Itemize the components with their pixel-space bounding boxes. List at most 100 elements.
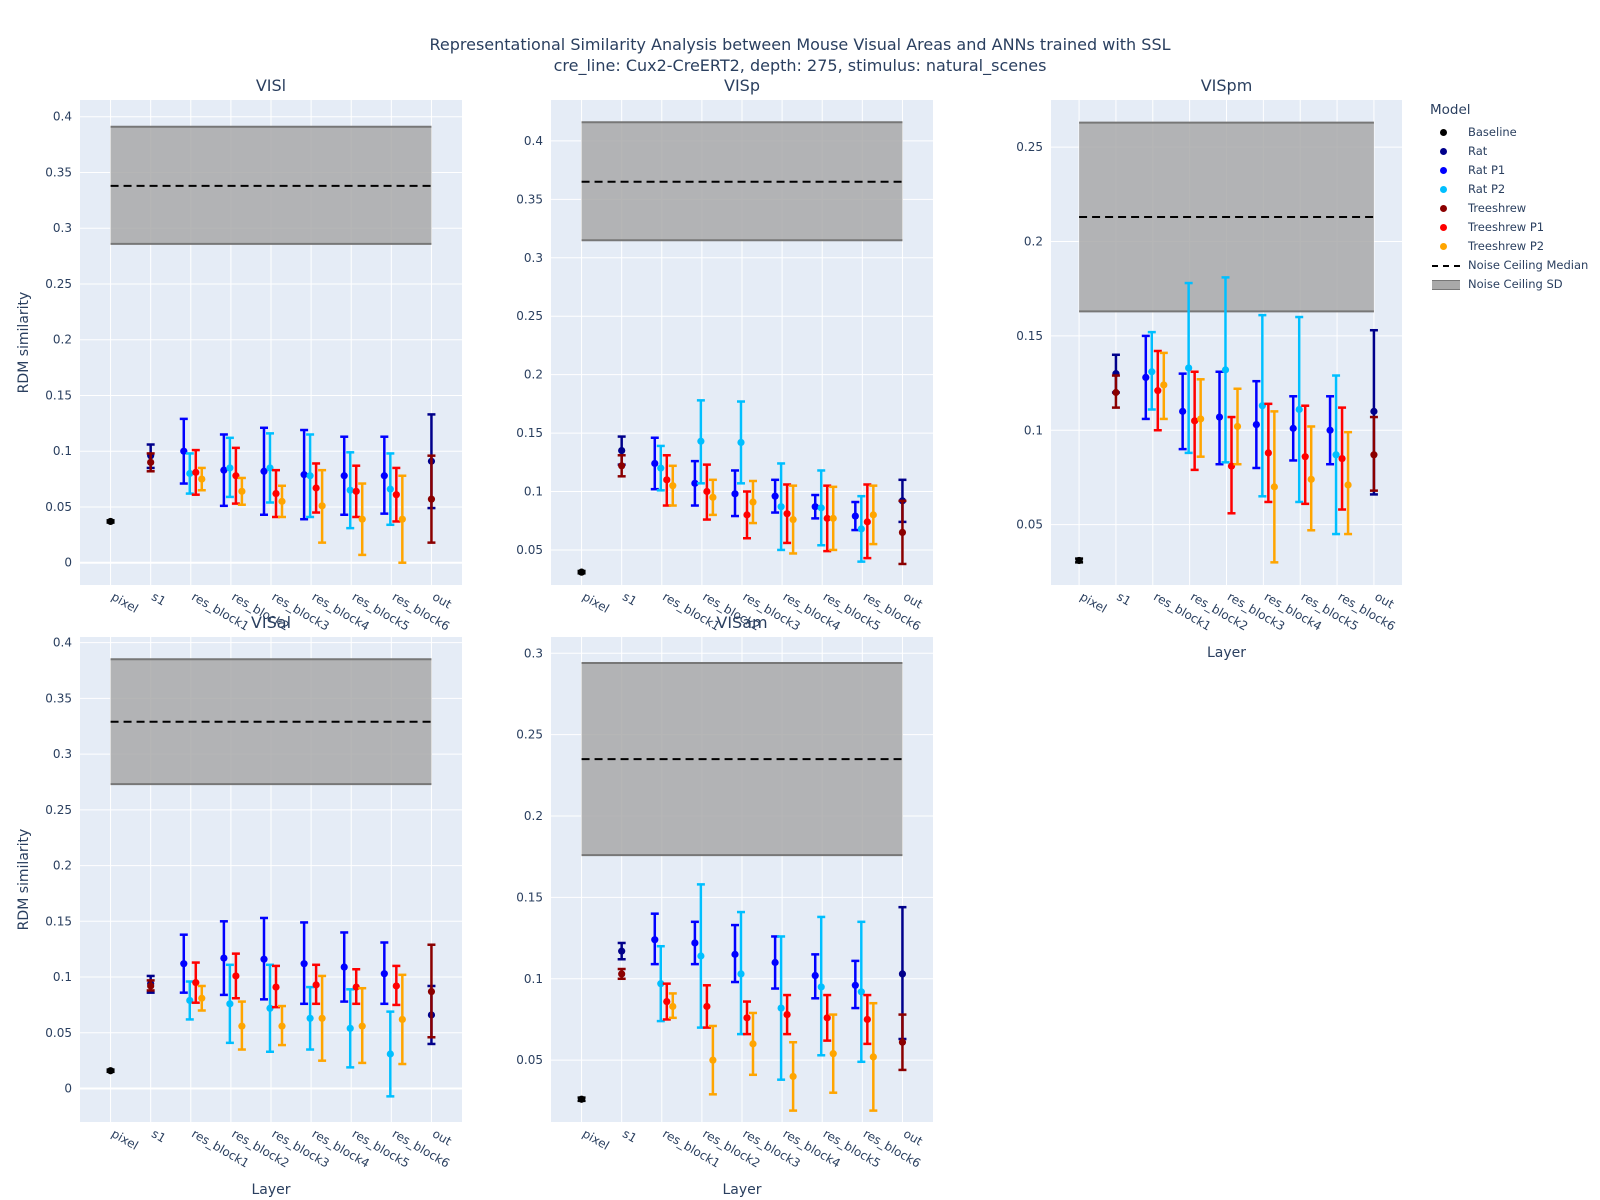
data-point-rat: [1370, 407, 1378, 415]
data-point-rat-p2: [817, 504, 825, 512]
y-tick-label: 0.05: [45, 1026, 72, 1040]
y-tick-label: 0.15: [1016, 329, 1043, 343]
y-tick-label: 0.3: [53, 221, 72, 235]
data-point-rat-p1: [260, 467, 268, 475]
x-axis-title: Layer: [722, 1182, 761, 1198]
data-point-treeshrew-p2: [1344, 481, 1352, 489]
data-point-rat-p2: [857, 525, 865, 533]
x-tick-label: out: [901, 1126, 925, 1148]
data-point-rat-p2: [266, 464, 274, 472]
x-tick-label: s1: [1114, 589, 1133, 608]
data-point-rat-p2: [657, 464, 665, 472]
data-point-rat-p1: [771, 492, 779, 500]
y-tick-label: 0.1: [53, 444, 72, 458]
y-tick-label: 0.3: [53, 747, 72, 761]
data-point-treeshrew-p1: [1264, 449, 1272, 457]
x-tick-label: pixel: [109, 589, 141, 615]
data-point-rat-p2: [697, 952, 705, 960]
legend-item-treeshrew-p1[interactable]: Treeshrew P1: [1430, 218, 1588, 237]
data-point-rat-p1: [340, 472, 348, 480]
legend-item-noise-ceiling-sd[interactable]: Noise Ceiling SD: [1430, 275, 1588, 294]
data-point-treeshrew-p1: [272, 983, 280, 991]
data-point-rat-p1: [691, 479, 699, 487]
data-point-rat-p1: [300, 960, 308, 968]
data-point-rat-p1: [651, 936, 659, 944]
data-point-rat-p2: [226, 1000, 234, 1008]
data-point-rat-p1: [1142, 373, 1150, 382]
legend-item-rat-p1[interactable]: Rat P1: [1430, 161, 1588, 180]
data-point-baseline: [106, 517, 115, 526]
data-point-rat-p2: [346, 1024, 354, 1032]
data-point-rat-p1: [811, 503, 819, 511]
data-point-rat-p2: [306, 472, 314, 480]
x-tick-label: pixel: [580, 1126, 612, 1152]
data-point-rat-p1: [1289, 424, 1297, 432]
data-point-treeshrew: [147, 982, 155, 990]
data-point-rat-p2: [1148, 368, 1156, 376]
data-point-treeshrew-p1: [272, 489, 280, 498]
subplot-title: VISp: [724, 76, 760, 95]
data-point-rat: [618, 947, 626, 955]
legend-item-rat-p2[interactable]: Rat P2: [1430, 180, 1588, 199]
y-tick-label: 0.35: [45, 165, 72, 179]
x-tick-label: s1: [620, 589, 639, 608]
y-tick-label: 0.3: [524, 251, 543, 265]
y-tick-label: 0.3: [524, 646, 543, 660]
legend-dot-icon: [1440, 205, 1447, 212]
data-point-treeshrew-p2: [278, 497, 286, 505]
data-point-rat-p2: [346, 486, 354, 494]
data-point-treeshrew-p1: [783, 510, 791, 518]
subplot-visl: 0 0.05 0.1 0.15 0.2 0.25 0.3 0.35 0.4 VISl pixel s1…: [16, 76, 462, 633]
data-point-treeshrew-p2: [198, 475, 206, 483]
data-point-treeshrew-p2: [1197, 415, 1205, 423]
data-point-treeshrew-p2: [398, 515, 406, 523]
data-point-treeshrew-p2: [278, 1022, 286, 1030]
legend-item-treeshrew[interactable]: Treeshrew: [1430, 199, 1588, 218]
x-tick-label: pixel: [1078, 589, 1110, 615]
data-point-rat-p1: [1326, 426, 1334, 434]
legend-item-noise-ceiling-median[interactable]: Noise Ceiling Median: [1430, 256, 1588, 275]
legend-item-label: Rat P2: [1468, 182, 1506, 196]
y-tick-label: 0.25: [45, 803, 72, 817]
legend-title: Model: [1430, 102, 1471, 118]
legend-item-label: Noise Ceiling SD: [1468, 277, 1563, 291]
legend[interactable]: Model Baseline Rat Rat P1 Rat P2 Treeshrew Tr…: [1430, 102, 1588, 294]
data-point-rat-p2: [1258, 402, 1266, 410]
data-point-rat-p1: [851, 512, 859, 520]
legend-item-baseline[interactable]: Baseline: [1430, 123, 1588, 142]
data-point-treeshrew-p2: [709, 1056, 717, 1064]
y-tick-label: 0.35: [516, 192, 543, 206]
data-point-baseline: [577, 568, 586, 576]
data-point-treeshrew-p2: [318, 502, 326, 510]
subplot-visal: 0 0.05 0.1 0.15 0.2 0.25 0.3 0.35 0.4 VISal pixel s…: [16, 613, 462, 1198]
legend-dot-icon: [1440, 129, 1447, 136]
data-point-rat-p2: [1332, 451, 1340, 459]
x-axis-title: Layer: [251, 1182, 290, 1198]
data-point-rat-p2: [777, 1004, 785, 1012]
data-point-rat: [898, 970, 907, 978]
legend-dot-icon: [1440, 148, 1447, 155]
subplot-title: VISpm: [1201, 76, 1253, 95]
data-point-rat-p2: [737, 970, 745, 978]
legend-item-rat[interactable]: Rat: [1430, 142, 1588, 161]
data-point-rat-p1: [731, 490, 739, 498]
y-tick-label: 0.15: [516, 890, 543, 904]
data-point-treeshrew-p1: [783, 1010, 791, 1019]
y-tick-label: 0.4: [524, 134, 543, 148]
y-tick-label: 0.2: [524, 809, 543, 823]
figure-title-line1: Representational Similarity Analysis bet…: [429, 35, 1171, 54]
data-point-treeshrew-p2: [1270, 483, 1278, 491]
legend-item-treeshrew-p2[interactable]: Treeshrew P2: [1430, 237, 1588, 256]
data-point-rat-p2: [817, 983, 825, 991]
data-point-treeshrew-p2: [1160, 381, 1168, 389]
legend-dot-icon: [1440, 224, 1447, 231]
data-point-treeshrew-p1: [192, 979, 200, 987]
data-point-treeshrew-p1: [823, 1014, 831, 1022]
data-point-treeshrew-p1: [743, 511, 751, 519]
data-point-rat-p1: [1179, 407, 1187, 415]
data-point-treeshrew-p2: [789, 515, 797, 524]
x-axis-title: Layer: [1207, 645, 1246, 661]
data-point-treeshrew: [427, 987, 436, 996]
